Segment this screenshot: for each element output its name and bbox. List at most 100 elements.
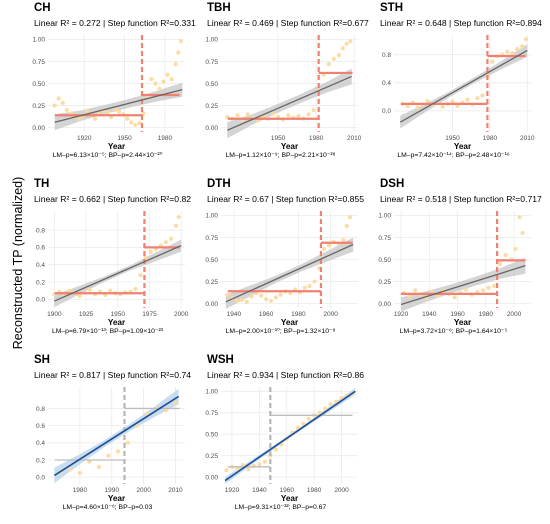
y-tick-label: 0.0: [36, 297, 45, 304]
data-point: [413, 288, 418, 293]
data-point: [235, 466, 240, 471]
x-tick-label: 2000: [136, 487, 151, 494]
x-tick-label: 1950: [117, 135, 132, 142]
data-point: [96, 464, 102, 469]
y-tick-label: 1.00: [378, 213, 391, 220]
data-point: [262, 459, 267, 464]
data-point: [104, 110, 110, 115]
data-point: [486, 285, 491, 290]
data-point: [517, 215, 522, 220]
data-point: [312, 279, 317, 284]
y-tick-label: 0.25: [378, 279, 391, 286]
panel-stats: Linear R² = 0.469 | Step function R²=0.6…: [207, 18, 369, 28]
data-point: [168, 236, 174, 241]
linear-fit-line: [224, 390, 356, 482]
x-axis-title: Year: [454, 318, 472, 326]
panel-pvalues: LM–p=7.42×10⁻¹⁴; BP–p=2.48×10⁻¹⁶: [397, 152, 510, 159]
panel-stats: Linear R² = 0.518 | Step function R²=0.7…: [380, 194, 542, 204]
data-point: [306, 416, 311, 421]
data-point: [165, 72, 170, 77]
panel-ch: CH Linear R² = 0.272 | Step function R²=…: [20, 0, 195, 162]
data-point: [224, 468, 229, 473]
y-tick-label: 1.00: [32, 37, 45, 44]
x-tick-label: 1920: [77, 135, 92, 142]
x-tick-label: 1980: [158, 135, 173, 142]
data-point: [174, 223, 179, 228]
x-tick-label: 2000: [174, 311, 189, 318]
data-point: [344, 41, 349, 46]
x-tick-label: 1920: [394, 311, 409, 318]
y-tick-label: 0.75: [205, 235, 218, 242]
x-tick-label: 1950: [445, 135, 460, 142]
data-point: [235, 298, 240, 304]
data-point: [64, 107, 69, 113]
y-tick-label: 0.75: [32, 59, 45, 66]
data-point: [326, 243, 332, 248]
panel-pvalues: LM–p=3.72×10⁻⁶; BP–p=1.64×10⁻⁵: [399, 328, 508, 335]
data-point: [336, 53, 342, 58]
data-point: [452, 295, 457, 300]
data-point: [178, 39, 184, 44]
x-tick-label: 1940: [422, 311, 437, 318]
data-point: [296, 114, 301, 119]
data-point: [240, 463, 246, 468]
panel-title: SH: [34, 354, 50, 366]
data-point: [348, 39, 353, 44]
data-point: [76, 116, 81, 121]
y-tick-label: 1.00: [205, 37, 218, 44]
data-point: [480, 93, 485, 98]
y-tick-label: 0.00: [205, 125, 218, 132]
x-axis-title: Year: [108, 142, 126, 150]
y-tick-label: 0.4: [36, 440, 45, 447]
data-point: [347, 215, 353, 220]
y-tick-label: 0.0: [36, 474, 45, 481]
data-point: [301, 421, 306, 427]
y-tick-label: 0.00: [205, 301, 218, 308]
data-point: [326, 62, 331, 67]
chart-dth: 1940 1960 1980 2000 0.00 0.25 0.50 0.75 1.00 Year: [205, 211, 358, 326]
x-tick-label: 1960: [280, 487, 295, 494]
data-point: [407, 294, 412, 299]
data-point: [503, 252, 508, 258]
data-point: [225, 292, 230, 297]
x-tick-label: 2010: [168, 487, 183, 494]
y-tick-label: 0.25: [205, 453, 218, 460]
data-point: [135, 423, 140, 428]
data-point: [273, 295, 278, 300]
panel-wsh: WSH Linear R² = 0.934 | Step function R²…: [193, 352, 364, 514]
data-point: [77, 293, 82, 298]
data-point: [331, 56, 336, 61]
x-tick-label: 1940: [227, 311, 242, 318]
panel-title: TH: [34, 178, 50, 190]
data-point: [157, 86, 162, 91]
data-point: [246, 467, 251, 472]
data-point: [295, 425, 300, 430]
linear-fit-line: [399, 49, 528, 123]
data-point: [133, 122, 138, 128]
data-point: [259, 293, 264, 298]
x-axis-title: Year: [281, 318, 299, 326]
panel-dsh: DSH Linear R² = 0.518 | Step function R²…: [366, 176, 541, 338]
panel-tbh: TBH Linear R² = 0.469 | Step function R²…: [193, 0, 368, 162]
panel-pvalues: LM–p=1.12×10⁻⁹; BP–p=2.21×10⁻²⁸: [225, 152, 336, 159]
data-point: [60, 100, 65, 105]
data-point: [67, 288, 72, 293]
panel-title: WSH: [207, 354, 234, 366]
data-point: [520, 44, 525, 49]
chart-ch: 1920 1950 1980 0.00 0.25 0.50 0.75 1.00 Year: [32, 35, 185, 150]
x-tick-label: 1980: [307, 487, 322, 494]
x-tick-label: 1925: [79, 311, 94, 318]
panel-th: TH Linear R² = 0.662 | Step function R²=…: [20, 176, 191, 338]
data-point: [513, 246, 518, 252]
x-axis-title: Year: [108, 494, 126, 502]
data-point: [125, 440, 130, 445]
data-point: [52, 103, 57, 108]
panel-title: TBH: [207, 2, 231, 14]
data-point: [264, 297, 269, 302]
data-point: [153, 81, 158, 86]
x-axis-title: Year: [281, 494, 299, 502]
data-point: [161, 79, 166, 84]
chart-dsh: 1920 1940 1960 1980 2000 0.00 0.25 0.50 0.75 1.00…: [378, 211, 531, 326]
x-tick-label: 1950: [271, 135, 286, 142]
y-tick-label: 0.00: [378, 301, 391, 308]
